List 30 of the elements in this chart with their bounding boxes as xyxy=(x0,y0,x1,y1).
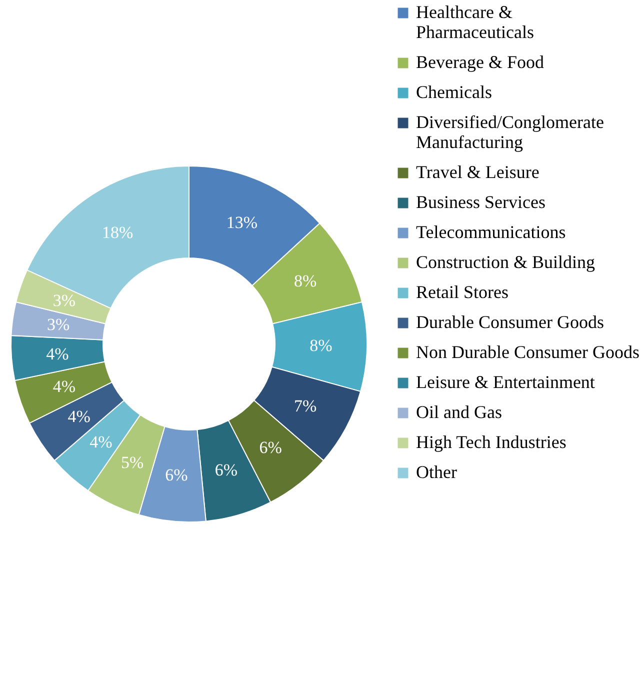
data-label: 7% xyxy=(294,396,317,416)
data-label: 8% xyxy=(310,336,332,356)
data-label: 4% xyxy=(68,407,90,426)
legend-label: Telecommunications xyxy=(416,222,566,242)
data-label: 6% xyxy=(259,438,282,457)
legend-label: Travel & Leisure xyxy=(416,162,540,182)
legend-label: Non Durable Consumer Goods xyxy=(416,342,640,362)
legend-label: High Tech Industries xyxy=(416,432,566,452)
data-label: 8% xyxy=(294,272,317,291)
data-label: 4% xyxy=(52,377,76,396)
legend-label: Beverage & Food xyxy=(416,52,544,72)
data-label: 4% xyxy=(46,344,69,364)
data-label: 3% xyxy=(52,290,76,310)
data-label: 6% xyxy=(165,465,188,484)
legend-label: Leisure & Entertainment xyxy=(416,372,595,392)
data-label: 13% xyxy=(226,213,258,232)
legend-label: Construction & Building xyxy=(416,252,596,272)
data-label: 18% xyxy=(102,222,134,242)
data-label: 3% xyxy=(47,315,70,334)
data-label: 4% xyxy=(90,432,112,452)
legend-label: Healthcare & Pharmaceuticals xyxy=(416,2,534,42)
legend-label: Business Services xyxy=(416,192,546,212)
legend-label: Diversified/Conglomerate Manufacturing xyxy=(416,112,604,152)
legend-label: Other xyxy=(416,462,457,482)
legend-label: Chemicals xyxy=(416,82,492,102)
data-label: 5% xyxy=(120,453,144,472)
legend-label: Retail Stores xyxy=(416,282,508,302)
legend-label: Oil and Gas xyxy=(416,402,502,422)
data-label: 6% xyxy=(214,460,238,480)
legend-label: Durable Consumer Goods xyxy=(416,312,604,332)
